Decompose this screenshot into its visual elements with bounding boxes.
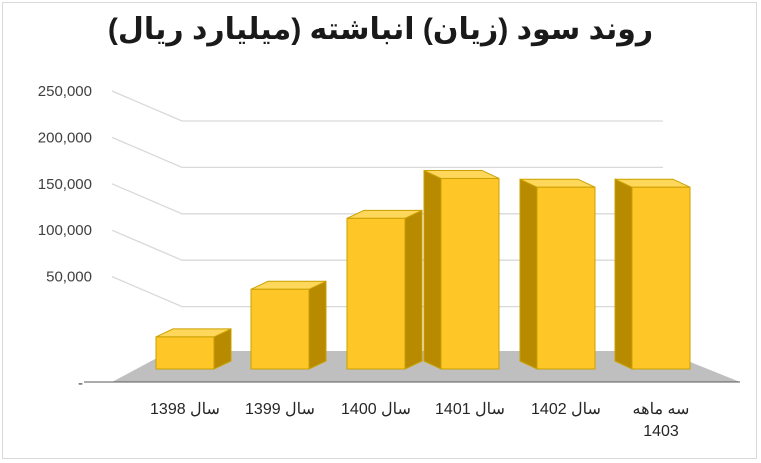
- x-tick-label: سال 1402: [531, 401, 601, 418]
- x-tick-text: 1403: [643, 423, 679, 440]
- bar-front: [440, 177, 500, 370]
- y-tick-label: 200,000: [38, 129, 92, 146]
- bar: [155, 328, 232, 370]
- bar-side: [423, 169, 442, 370]
- x-tick-label: سال 1398: [150, 401, 220, 418]
- x-tick-label: سال 1399: [245, 401, 315, 418]
- y-tick-label: 150,000: [38, 176, 92, 193]
- bar-side: [404, 209, 423, 370]
- y-tick-label: -: [78, 375, 83, 392]
- bar: [614, 178, 691, 370]
- y-tick-label: 50,000: [46, 269, 92, 286]
- bars: [155, 169, 691, 370]
- bar-side: [614, 178, 633, 370]
- bar: [519, 178, 596, 370]
- x-tick-label: سه ماهه 1403: [633, 401, 690, 440]
- bar-side: [308, 280, 327, 370]
- bar-front: [631, 186, 691, 370]
- bar-front: [536, 186, 596, 370]
- grid-line: [111, 136, 663, 169]
- x-tick-text: سال 1399: [245, 401, 315, 418]
- y-axis-ticks: - 50,000 100,000 150,000 200,000 250,000: [38, 83, 92, 392]
- y-tick-label: 100,000: [38, 222, 92, 239]
- y-tick-label: 250,000: [38, 83, 92, 100]
- x-tick-text: سال 1401: [435, 401, 505, 418]
- x-tick-label: سال 1400: [341, 401, 411, 418]
- chart-title: روند سود (زیان) انباشته (میلیارد ریال): [107, 13, 654, 46]
- grid-lines: [111, 90, 663, 308]
- x-tick-text: سال 1400: [341, 401, 411, 418]
- bar: [423, 169, 500, 370]
- bar-front: [155, 336, 215, 370]
- bar-side: [519, 178, 538, 370]
- bar-front: [346, 217, 406, 370]
- grid-line: [111, 276, 663, 308]
- bar: [250, 280, 327, 370]
- x-tick-text: سال 1402: [531, 401, 601, 418]
- x-tick-text: سه ماهه: [633, 401, 690, 418]
- grid-line: [111, 90, 663, 122]
- bar: [346, 209, 423, 370]
- bar-front: [250, 288, 310, 370]
- grid-line: [111, 229, 663, 261]
- x-axis-ticks: سال 1398 سال 1399 سال 1400 سال 1401 سال 1402…: [150, 401, 689, 440]
- x-tick-text: سال 1398: [150, 401, 220, 418]
- grid-line: [111, 183, 663, 215]
- x-tick-label: سال 1401: [435, 401, 505, 418]
